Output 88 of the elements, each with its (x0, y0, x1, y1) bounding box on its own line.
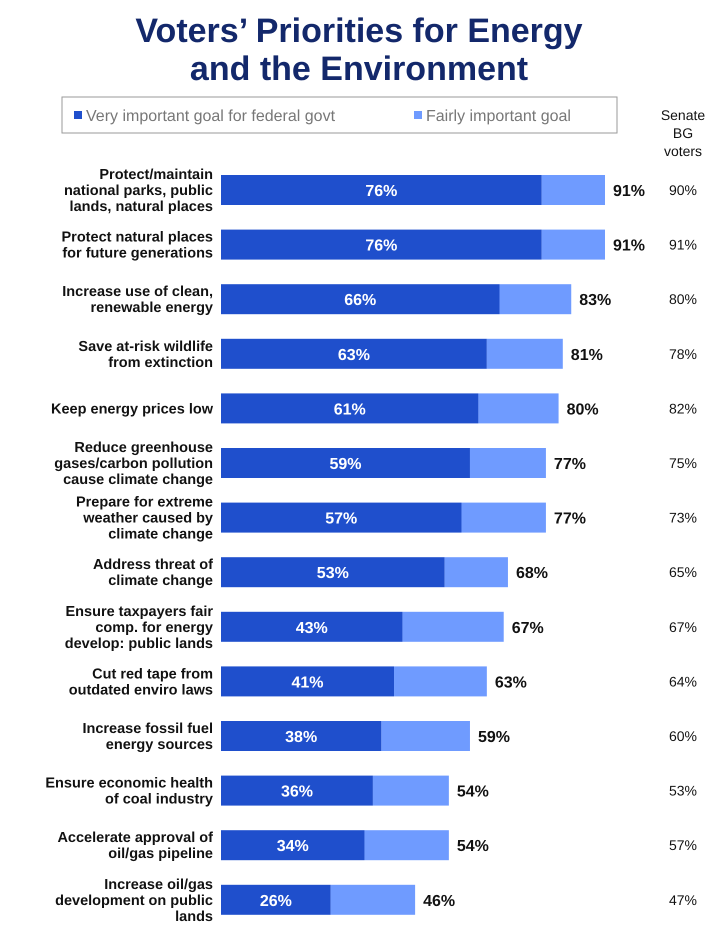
bar (478, 393, 559, 424)
text: 90% (668, 182, 698, 198)
bar (221, 230, 542, 260)
y-tick-label: Increase use of clean, renewable energy (62, 284, 213, 316)
bar (221, 884, 331, 915)
data-label: 41% (291, 674, 324, 692)
data-label: 43% (296, 620, 328, 637)
bar (221, 502, 462, 533)
bar (221, 393, 478, 424)
total-label: 77% (554, 510, 586, 528)
total-label: 63% (494, 674, 527, 692)
data-label: 63% (338, 346, 370, 364)
data-label: 53% (316, 565, 349, 582)
bar (462, 502, 546, 533)
total-label: 59% (478, 729, 510, 746)
y-tick-label: Ensure taxpayers fair comp. for energy develop: public lands (64, 604, 214, 652)
total-label: 46% (423, 892, 456, 910)
bar (221, 448, 470, 478)
total-label: 81% (570, 346, 603, 364)
text: 57% (668, 837, 698, 854)
data-label: 36% (280, 784, 313, 801)
y-tick-label: Reduce greenhouse gases/carbon pollution cause climate change (54, 440, 213, 488)
bar (470, 448, 546, 478)
bar (221, 830, 364, 860)
text: 73% (668, 510, 698, 526)
text: 64% (668, 673, 698, 690)
chart-title: Voters’ Priorities for Energy and the Environment (135, 12, 583, 88)
y-tick-label: Increase oil/gas development on public lands (55, 876, 213, 925)
text: 65% (668, 564, 698, 580)
y-tick-label: Protect natural places for future generations (62, 230, 213, 262)
text: 75% (668, 455, 698, 471)
total-label: 91% (613, 238, 646, 255)
legend-label: Fairly important goal (426, 108, 571, 125)
data-label: 61% (334, 401, 366, 418)
bar (372, 776, 449, 806)
data-label: 59% (329, 456, 362, 473)
total-label: 67% (512, 620, 544, 637)
bar (500, 284, 572, 314)
text: 82% (668, 400, 698, 416)
data-label: 66% (344, 292, 376, 310)
y-tick-label: Prepare for extreme weather caused by climate change (76, 494, 213, 543)
y-tick-label: Keep energy prices low (51, 401, 214, 418)
text: 91% (668, 236, 698, 253)
bar (221, 175, 542, 205)
bar (221, 721, 382, 751)
bar (364, 830, 449, 860)
y-tick-label: Cut red tape from outdated enviro laws (68, 666, 213, 698)
y-tick-label: Address threat of climate change (92, 557, 214, 590)
bar (330, 884, 416, 915)
bar (221, 557, 445, 588)
bar (394, 666, 487, 696)
bar (221, 776, 373, 806)
text: 78% (668, 346, 698, 362)
bar (486, 338, 563, 369)
bar (221, 338, 487, 369)
total-label: 54% (456, 838, 489, 856)
text: 60% (668, 728, 698, 744)
bar (221, 612, 402, 642)
text: 53% (668, 782, 698, 799)
data-label: 38% (285, 729, 318, 746)
total-label: 91% (613, 183, 646, 200)
total-label: 77% (554, 456, 586, 473)
text: Senate BG voters (660, 107, 706, 159)
bar (221, 284, 500, 314)
total-label: 54% (456, 784, 489, 801)
total-label: 83% (579, 292, 612, 310)
data-label: 57% (325, 510, 358, 528)
data-label: 34% (276, 838, 309, 856)
bar (221, 666, 394, 696)
bar (444, 557, 508, 588)
bar (402, 612, 504, 642)
text: 67% (668, 618, 698, 635)
text: 47% (668, 892, 698, 908)
total-label: 80% (566, 401, 599, 418)
text: 80% (668, 291, 698, 308)
bar (542, 230, 605, 260)
bar (381, 721, 470, 751)
bar (542, 175, 605, 205)
data-label: 76% (365, 238, 398, 255)
data-label: 26% (260, 892, 292, 910)
total-label: 68% (516, 565, 548, 582)
y-tick-label: Save at-risk wildlife from extinction (78, 338, 213, 371)
y-tick-label: Increase fossil fuel energy sources (82, 721, 213, 753)
data-label: 76% (365, 183, 398, 200)
y-tick-label: Accelerate approval of oil/gas pipeline (57, 830, 214, 862)
y-tick-label: Ensure economic health of coal industry (45, 776, 213, 808)
y-tick-label: Protect/maintain national parks, public lands, natural places (64, 167, 213, 215)
legend-label: Very important goal for federal govt (86, 108, 336, 125)
